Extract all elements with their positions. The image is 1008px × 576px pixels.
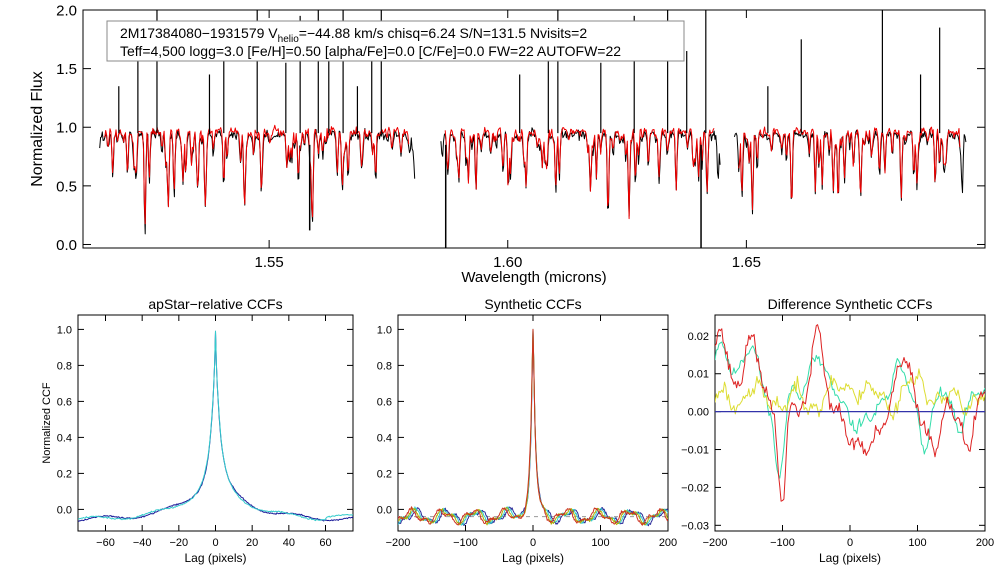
synthetic-xtick-label: 0 [530,537,536,549]
spectrum-model-line [103,124,410,225]
synthetic-ccf-line [398,328,668,526]
spectrum-frame [82,9,986,249]
apstar-xtick-label: 40 [283,537,295,549]
spectrum-panel [82,9,986,249]
apstar-ytick-label: 0.2 [57,468,72,480]
apstar-xtick-label: −40 [133,537,152,549]
apstar-panel [77,314,354,532]
apstar-xlabel: Lag (pixels) [184,551,246,565]
spectrum-xtick-label: 1.60 [493,254,522,271]
spectrum-xtick-label: 1.65 [732,254,761,271]
difference-xtick-label: 200 [976,537,994,549]
synthetic-series [398,328,668,527]
apstar-ytick-label: 0.6 [57,396,72,408]
apstar-series [78,330,353,522]
synthetic-ytick-label: 0.8 [377,360,392,372]
info-line-1: 2M17384080−1931579 Vhelio=−44.88 km/s ch… [120,25,587,45]
synthetic-xtick-label: 100 [591,537,609,549]
synthetic-ytick-label: 0.2 [377,468,392,480]
info-line-1-suffix: =−44.88 km/s chisq=6.24 S/N=131.5 Nvisit… [299,25,588,41]
spectrum-ytick-label: 1.0 [56,120,77,137]
difference-ytick-label: 0.01 [688,369,709,381]
apstar-title: apStar−relative CCFs [148,296,282,312]
synthetic-title: Synthetic CCFs [484,296,581,312]
difference-xtick-label: −200 [703,537,728,549]
apstar-ytick-label: 0.0 [57,504,72,516]
spectrum-ytick-label: 2.0 [56,2,77,19]
spectrum-ytick-label: 1.5 [56,61,77,78]
synthetic-xtick-label: −200 [386,537,411,549]
synthetic-ccf-line [398,328,668,526]
apstar-xtick-label: −60 [96,537,115,549]
apstar-ccf-line [78,330,353,522]
spectrum-xtick-label: 1.55 [255,254,284,271]
synthetic-xtick-label: 200 [659,537,677,549]
difference-line-3 [715,324,985,502]
difference-xtick-label: 0 [847,537,853,549]
difference-ytick-label: 0.02 [688,331,709,343]
apstar-xtick-label: 0 [212,537,218,549]
synthetic-ccf-line [398,328,668,527]
difference-xlabel: Lag (pixels) [819,551,881,565]
info-line-1-prefix: 2M17384080−1931579 V [120,25,278,41]
difference-xtick-label: −100 [770,537,795,549]
info-box: 2M17384080−1931579 Vhelio=−44.88 km/s ch… [106,20,685,62]
info-line-1-subscript: helio [278,34,300,45]
difference-ytick-label: −0.03 [681,520,709,532]
difference-title: Difference Synthetic CCFs [768,296,933,312]
apstar-ylabel: Normalized CCF [41,382,53,464]
synthetic-xtick-label: −100 [453,537,478,549]
difference-ytick-label: 0.00 [688,407,709,419]
difference-line-2 [715,368,985,421]
synthetic-ytick-label: 1.0 [377,324,392,336]
spectrum-ytick-label: 0.5 [56,178,77,195]
spectrum-model-line [738,126,961,211]
apstar-ytick-label: 0.8 [57,360,72,372]
synthetic-ytick-label: 0.0 [377,504,392,516]
difference-series [715,324,985,502]
synthetic-ccf-line [398,328,668,526]
difference-xtick-label: 100 [908,537,926,549]
apstar-ytick-label: 1.0 [57,324,72,336]
difference-line-1 [715,341,985,479]
apstar-xtick-label: −20 [169,537,188,549]
spectrum-ytick-label: 0.0 [56,237,77,254]
apstar-xtick-label: 20 [246,537,258,549]
spectrum-xlabel: Wavelength (microns) [461,269,606,286]
difference-ytick-label: −0.02 [681,482,709,494]
apstar-xtick-label: 60 [319,537,331,549]
apstar-ccf-line [78,330,353,522]
spectrum-ylabel: Normalized Flux [29,71,46,187]
synthetic-ytick-label: 0.4 [377,432,392,444]
difference-panel [714,314,986,532]
synthetic-ytick-label: 0.6 [377,396,392,408]
info-box-frame [106,20,685,62]
apstar-ytick-label: 0.4 [57,432,72,444]
spectrum-observed-line [440,127,721,217]
info-line-2: Teff=4,500 logg=3.0 [Fe/H]=0.50 [alpha/F… [120,43,621,59]
difference-ytick-label: −0.01 [681,444,709,456]
synthetic-xlabel: Lag (pixels) [502,551,564,565]
spectrum-model-line [444,126,715,220]
